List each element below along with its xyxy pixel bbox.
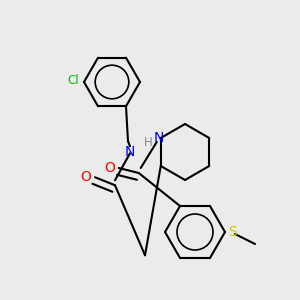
Text: N: N [154,131,164,145]
Text: Cl: Cl [68,74,79,86]
Text: O: O [104,161,115,175]
Text: N: N [125,145,135,159]
Text: H: H [144,136,153,149]
Text: S: S [228,225,237,239]
Text: O: O [80,170,91,184]
